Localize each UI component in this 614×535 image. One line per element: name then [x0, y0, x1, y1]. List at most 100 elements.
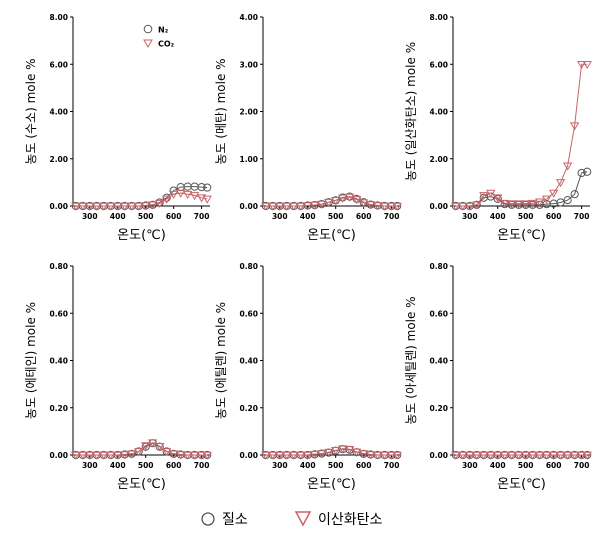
x-tick-label: 600: [356, 461, 372, 470]
data-point-co2: [555, 451, 566, 460]
data-point-co2: [548, 189, 559, 198]
data-point-co2: [289, 202, 299, 211]
data-point-co2: [99, 202, 109, 211]
x-axis-label: 온도(℃): [117, 477, 166, 492]
y-tick-label: 0.20: [429, 404, 448, 413]
x-tick-label: 400: [490, 461, 506, 470]
x-tick-label: 500: [328, 212, 344, 221]
data-point-n2: [197, 183, 206, 192]
x-tick-label: 700: [384, 212, 400, 221]
data-point-co2: [528, 199, 538, 208]
data-point-co2: [202, 451, 212, 460]
data-point-co2: [379, 202, 390, 211]
data-point-co2: [120, 202, 130, 211]
data-point-co2: [493, 194, 503, 203]
data-point-co2: [351, 196, 362, 205]
y-tick-label: 0.20: [239, 404, 258, 413]
x-tick-label: 600: [166, 212, 182, 221]
data-point-co2: [345, 446, 355, 455]
legend-item-co2: 이산화탄소: [294, 511, 383, 528]
x-axis-label: 온도(℃): [307, 477, 356, 492]
y-axis-label: 농도 (에틸렌) mole %: [214, 302, 228, 419]
y-tick-label: 3.00: [239, 60, 258, 69]
data-point-co2: [78, 202, 88, 211]
data-point-co2: [268, 202, 278, 211]
legend-label-n2: 질소: [222, 512, 248, 528]
data-point-co2: [331, 197, 341, 206]
y-tick-label: 4.00: [239, 13, 258, 22]
legend-label-co2: 이산화탄소: [318, 512, 383, 528]
x-tick-label: 400: [110, 212, 126, 221]
data-point-co2: [141, 442, 151, 451]
data-point-co2: [458, 451, 468, 460]
data-point-co2: [296, 202, 306, 211]
y-tick-label: 0.60: [49, 309, 68, 318]
data-point-co2: [576, 451, 587, 460]
data-point-co2: [71, 451, 81, 460]
data-point-co2: [127, 450, 137, 459]
data-point-co2: [372, 202, 383, 211]
y-tick-label: 0.60: [239, 309, 258, 318]
y-tick-label: 0.40: [239, 357, 258, 366]
data-point-co2: [500, 451, 510, 460]
data-point-co2: [113, 451, 123, 460]
data-point-co2: [141, 202, 151, 211]
x-tick-label: 300: [82, 461, 98, 470]
x-tick-label: 700: [384, 461, 400, 470]
x-tick-label: 400: [490, 212, 506, 221]
series-line-co2: [455, 63, 588, 207]
data-point-co2: [317, 200, 327, 209]
x-tick-label: 500: [518, 212, 534, 221]
data-point-co2: [261, 202, 271, 211]
data-point-co2: [134, 202, 144, 211]
y-tick-label: 4.00: [429, 108, 448, 117]
data-point-n2: [162, 193, 171, 202]
y-tick-label: 8.00: [429, 13, 448, 22]
x-tick-label: 700: [194, 461, 210, 470]
chart-panel-3: 0.00 2.00 4.00 6.00 8.00 300 400 500 600 700 온도(℃)…: [404, 13, 592, 243]
data-point-co2: [582, 451, 592, 460]
data-point-co2: [521, 451, 531, 460]
x-tick-label: 500: [518, 461, 534, 470]
data-point-co2: [310, 450, 320, 460]
data-point-co2: [71, 202, 81, 211]
data-point-co2: [465, 202, 475, 211]
inset-legend-label-co2: CO₂: [158, 40, 175, 49]
x-tick-label: 500: [328, 461, 344, 470]
data-point-co2: [189, 451, 200, 460]
data-point-co2: [465, 451, 475, 460]
y-tick-label: 4.00: [49, 108, 68, 117]
x-tick-label: 600: [546, 461, 562, 470]
data-point-co2: [451, 202, 461, 211]
x-tick-label: 600: [166, 461, 182, 470]
y-tick-label: 6.00: [49, 60, 68, 69]
y-tick-label: 0.20: [49, 404, 68, 413]
y-tick-label: 8.00: [49, 13, 68, 22]
data-point-co2: [569, 451, 580, 460]
y-tick-label: 0.00: [429, 202, 448, 211]
data-point-co2: [331, 446, 341, 456]
y-tick-label: 0.00: [429, 451, 448, 460]
data-point-co2: [303, 451, 313, 460]
data-point-co2: [451, 451, 461, 460]
data-point-co2: [535, 198, 545, 207]
data-point-co2: [548, 451, 559, 460]
data-point-n2: [570, 190, 579, 199]
data-point-co2: [365, 201, 376, 210]
data-point-co2: [161, 195, 172, 204]
y-axis-label: 농도 (수소) mole %: [24, 58, 38, 164]
data-point-co2: [372, 451, 383, 460]
data-point-co2: [479, 192, 489, 201]
x-tick-label: 600: [356, 212, 372, 221]
y-tick-label: 0.60: [429, 309, 448, 318]
x-axis-label: 온도(℃): [497, 477, 546, 492]
data-point-co2: [472, 201, 482, 210]
y-tick-label: 0.80: [49, 262, 68, 271]
y-tick-label: 0.00: [239, 202, 258, 211]
data-point-co2: [358, 450, 369, 459]
series-line-co2: [265, 448, 398, 456]
triangle-down-icon: [294, 511, 312, 527]
data-point-co2: [303, 202, 313, 211]
data-point-co2: [113, 202, 123, 211]
data-point-co2: [202, 195, 212, 204]
